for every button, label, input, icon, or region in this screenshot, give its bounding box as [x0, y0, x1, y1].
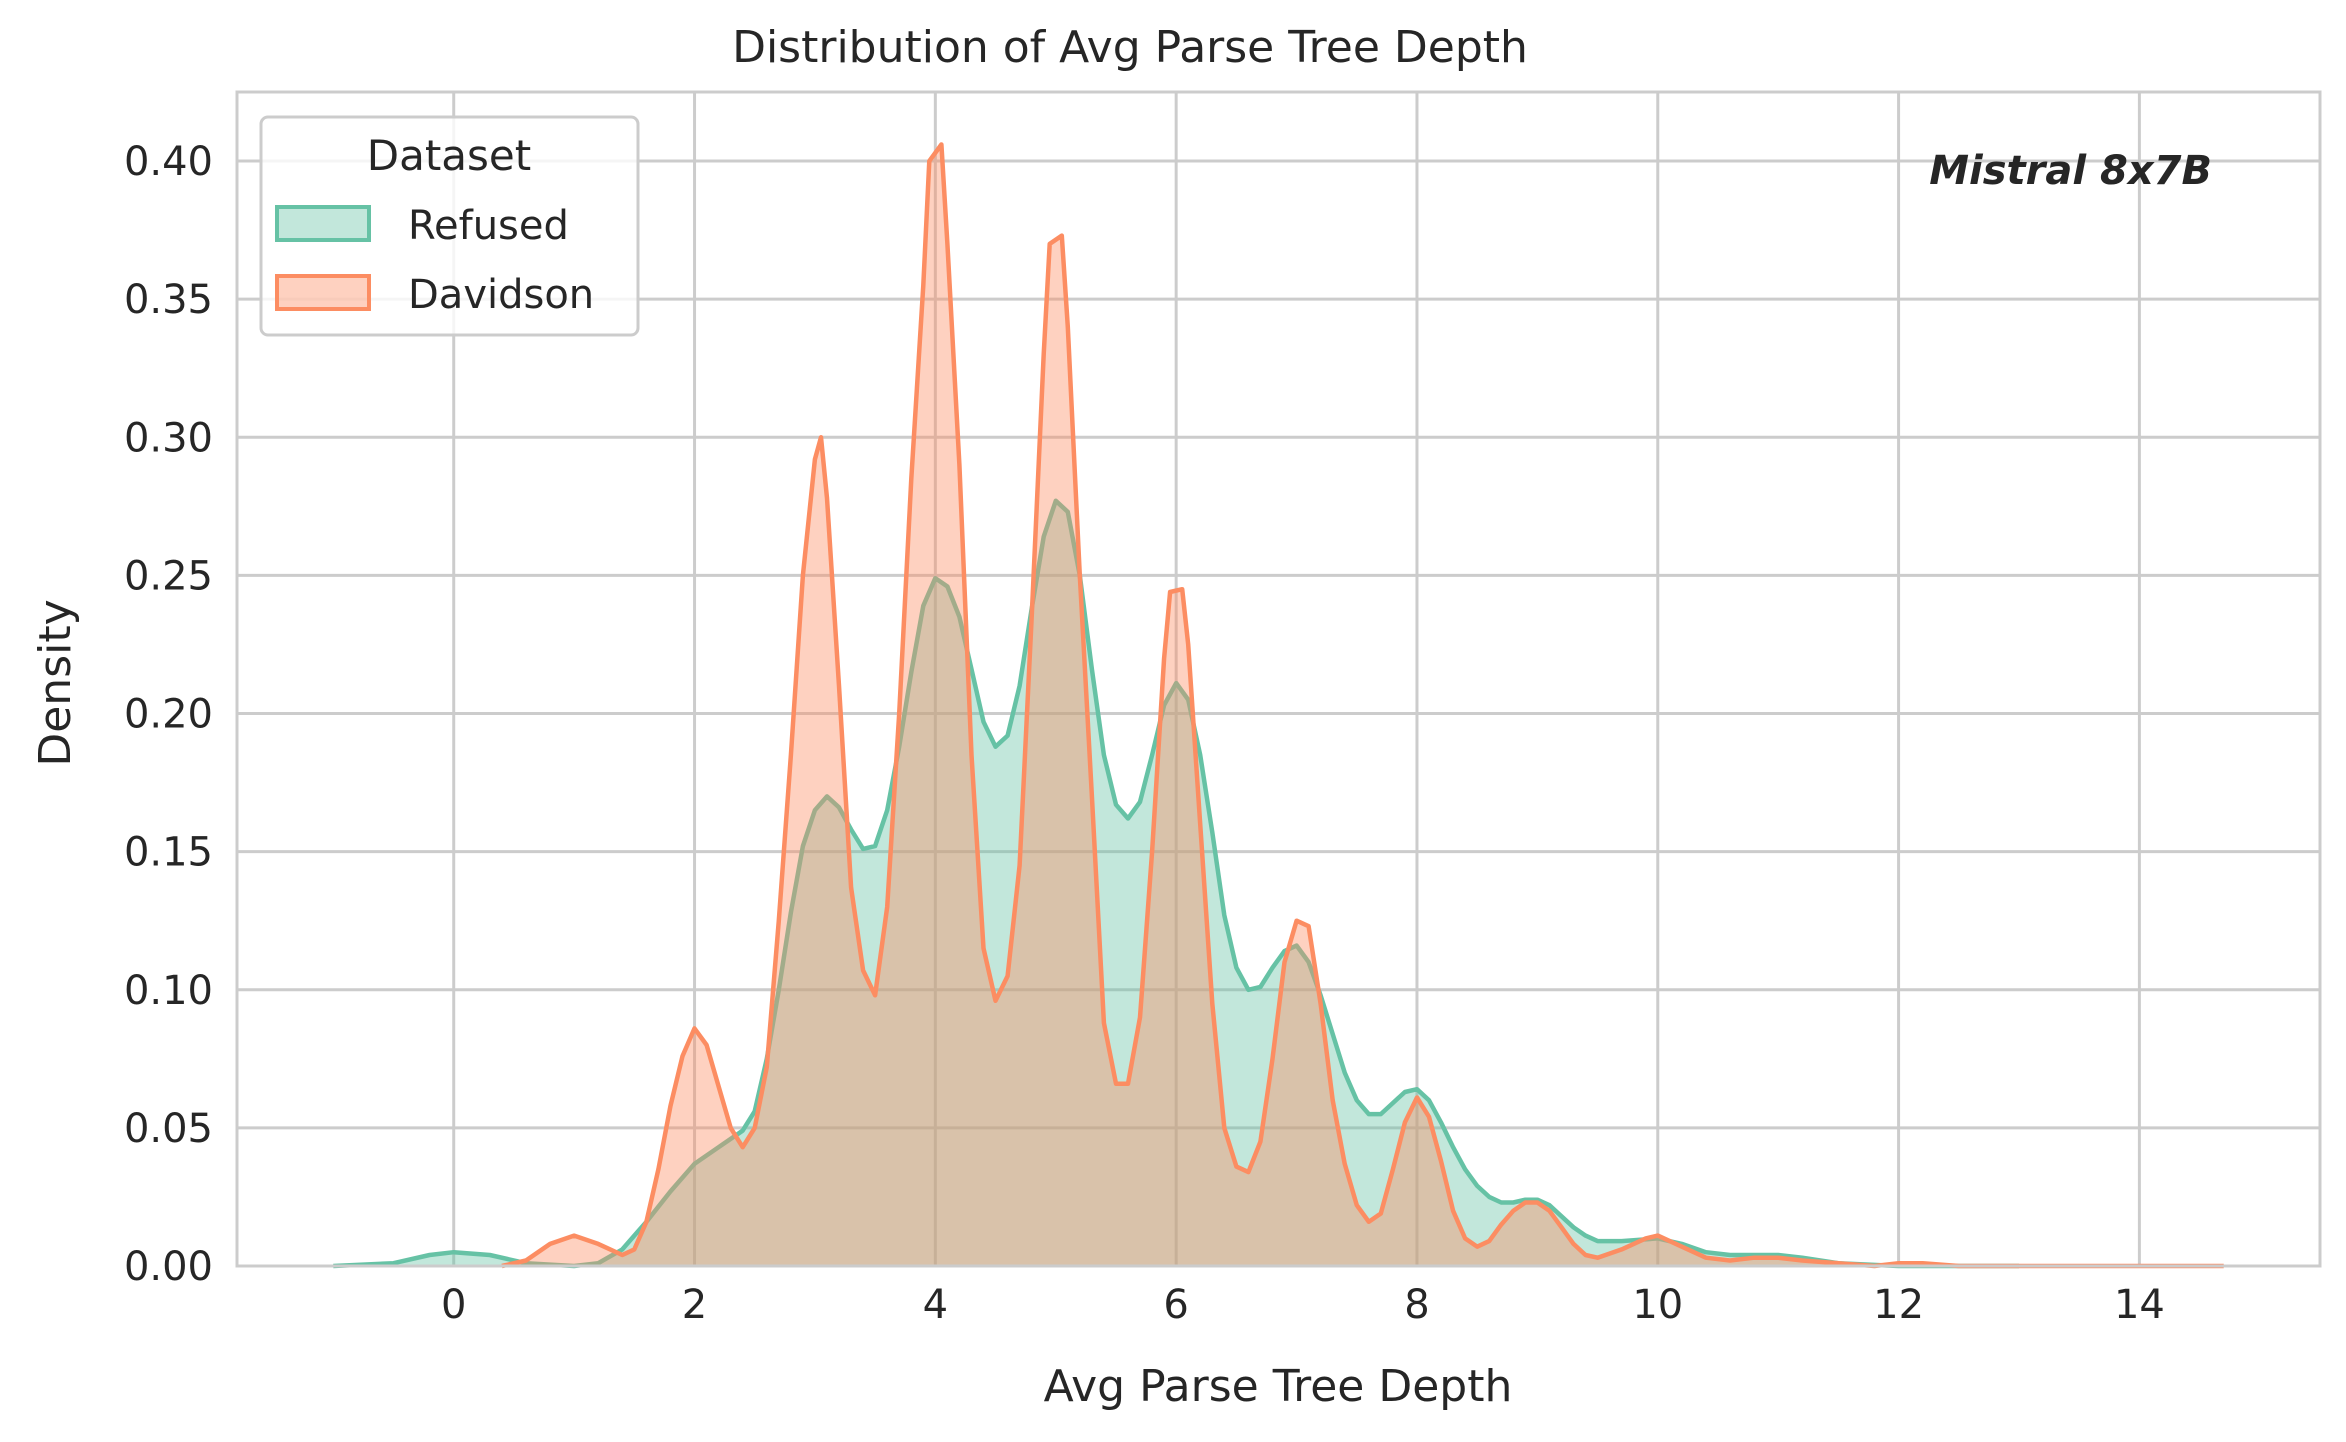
legend-box — [259, 115, 640, 337]
x-tick-label: 6 — [1163, 1282, 1188, 1328]
y-axis-label: Density — [30, 599, 81, 766]
x-tick-label: 0 — [441, 1282, 466, 1328]
legend: Dataset Refused Davidson — [259, 115, 640, 337]
y-tick-label: 0.35 — [124, 277, 213, 323]
area-refused — [333, 500, 2019, 1266]
line-davidson — [501, 142, 2224, 1269]
legend-label-refused: Refused — [408, 203, 569, 249]
y-tick-label: 0.15 — [124, 830, 213, 876]
x-tick-label: 4 — [923, 1282, 948, 1328]
x-tick-label: 2 — [682, 1282, 707, 1328]
y-tick-label: 0.30 — [124, 415, 213, 461]
series-layer — [333, 142, 2224, 1269]
x-tick-label: 12 — [1873, 1282, 1924, 1328]
y-axis-ticks: 0.00 0.05 0.10 0.15 0.20 0.25 0.30 0.35 0.40 — [124, 139, 213, 1290]
y-tick-label: 0.25 — [124, 553, 213, 599]
x-axis-ticks: 0 2 4 6 8 10 12 14 — [441, 1282, 2165, 1328]
legend-swatch-davidson — [275, 274, 371, 311]
x-tick-label: 10 — [1632, 1282, 1683, 1328]
y-tick-label: 0.20 — [124, 692, 213, 738]
model-annotation: Mistral 8x7B — [1929, 148, 2212, 194]
plot-frame — [235, 90, 2322, 1268]
y-tick-label: 0.40 — [124, 139, 213, 185]
legend-title: Dataset — [367, 131, 531, 180]
chart-title: Distribution of Avg Parse Tree Depth — [732, 22, 1528, 73]
x-axis-label: Avg Parse Tree Depth — [1044, 1361, 1513, 1412]
legend-label-davidson: Davidson — [408, 272, 594, 318]
legend-swatch-refused — [275, 205, 371, 242]
y-tick-label: 0.00 — [124, 1244, 213, 1290]
area-davidson — [501, 144, 2224, 1266]
y-tick-label: 0.05 — [124, 1106, 213, 1152]
x-tick-label: 8 — [1404, 1282, 1429, 1328]
y-tick-label: 0.10 — [124, 968, 213, 1014]
x-tick-label: 14 — [2114, 1282, 2165, 1328]
